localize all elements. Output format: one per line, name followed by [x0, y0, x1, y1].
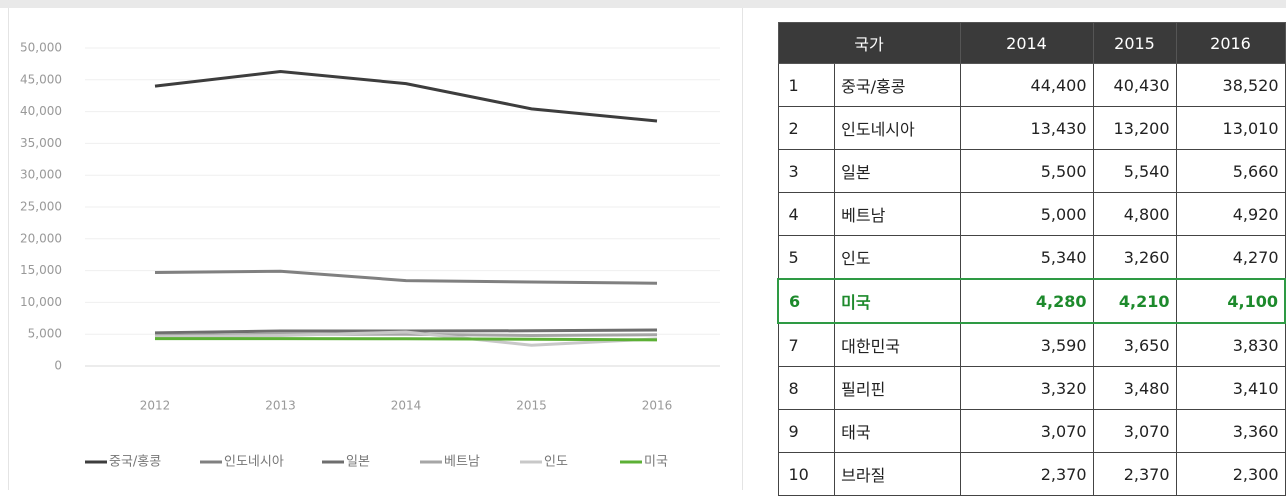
country-cell: 태국: [834, 409, 961, 453]
legend-label: 일본: [346, 455, 370, 470]
value-cell: 2,370: [1092, 452, 1177, 496]
table-row: 8 필리핀 3,320 3,480 3,410: [777, 366, 1286, 410]
rank-cell: 1: [777, 63, 836, 107]
y-tick-label: 50,000: [20, 41, 62, 55]
chart: 0 5,000 10,000 15,000 20,000 25,000 30,000 35,0…: [20, 41, 720, 470]
header-cell: 2016: [1175, 22, 1286, 64]
legend-label: 인도: [544, 455, 568, 470]
line-series: [155, 337, 658, 342]
value-cell: 5,500: [959, 149, 1094, 193]
header-cell: 2015: [1092, 22, 1177, 64]
value-cell: 13,200: [1092, 106, 1177, 150]
y-tick-label: 40,000: [20, 104, 62, 118]
rank-cell: 4: [777, 192, 836, 236]
country-cell: 미국: [834, 278, 961, 324]
y-tick-label: 5,000: [28, 327, 62, 341]
value-cell: 5,660: [1175, 149, 1286, 193]
value-cell: 5,000: [959, 192, 1094, 236]
table-row: 3 일본 5,500 5,540 5,660: [777, 149, 1286, 193]
y-tick-label: 30,000: [20, 168, 62, 182]
value-cell: 5,540: [1092, 149, 1177, 193]
x-tick-label: 2012: [140, 399, 171, 413]
y-tick-label: 45,000: [20, 72, 62, 86]
value-cell: 4,800: [1092, 192, 1177, 236]
value-cell: 3,590: [959, 322, 1094, 367]
rank-cell: 2: [777, 106, 836, 150]
value-cell: 5,340: [959, 235, 1094, 280]
table-row: 1 중국/홍콩 44,400 40,430 38,520: [777, 63, 1286, 107]
country-cell: 필리핀: [834, 366, 961, 410]
header-cell: 국가: [777, 22, 961, 64]
value-cell: 13,430: [959, 106, 1094, 150]
value-cell: 4,100: [1175, 278, 1286, 324]
header-row: 국가 2014 2015 2016: [777, 22, 1286, 64]
value-cell: 3,070: [1092, 409, 1177, 453]
table-row: 4 베트남 5,000 4,800 4,920: [777, 192, 1286, 236]
value-cell: 3,360: [1175, 409, 1286, 453]
value-cell: 3,070: [959, 409, 1094, 453]
country-cell: 베트남: [834, 192, 961, 236]
value-cell: 4,280: [959, 278, 1094, 324]
header-cell: 2014: [959, 22, 1094, 64]
y-tick-label: 15,000: [20, 263, 62, 277]
x-tick-label: 2015: [516, 399, 547, 413]
y-tick-label: 25,000: [20, 200, 62, 214]
rank-cell: 7: [777, 322, 836, 367]
table-row: 9 태국 3,070 3,070 3,360: [777, 409, 1286, 453]
ranking-table: 국가 2014 2015 2016 1 중국/홍콩 44,400 40,430 38,520 2 인…: [777, 22, 1286, 496]
value-cell: 4,920: [1175, 192, 1286, 236]
value-cell: 13,010: [1175, 106, 1286, 150]
value-cell: 2,370: [959, 452, 1094, 496]
value-cell: 3,320: [959, 366, 1094, 410]
chart-panel: [8, 8, 743, 490]
value-cell: 2,300: [1175, 452, 1286, 496]
legend-label: 인도네시아: [224, 455, 284, 470]
legend-label: 미국: [644, 455, 668, 470]
x-tick-label: 2016: [642, 399, 673, 413]
rank-cell: 8: [777, 366, 836, 410]
line-series: [154, 70, 658, 123]
x-tick-label: 2014: [391, 399, 422, 413]
rank-cell: 3: [777, 149, 836, 193]
country-cell: 대한민국: [834, 322, 961, 367]
table-row: 6 미국 4,280 4,210 4,100: [777, 278, 1286, 324]
value-cell: 44,400: [959, 63, 1094, 107]
value-cell: 38,520: [1175, 63, 1286, 107]
value-cell: 3,410: [1175, 366, 1286, 410]
value-cell: 4,270: [1175, 235, 1286, 280]
y-tick-label: 20,000: [20, 231, 62, 245]
value-cell: 3,650: [1092, 322, 1177, 367]
country-cell: 인도: [834, 235, 961, 280]
rank-cell: 6: [777, 278, 836, 324]
top-bar: [0, 0, 1286, 8]
y-tick-label: 10,000: [20, 295, 62, 309]
country-cell: 인도네시아: [834, 106, 961, 150]
table-row: 10 브라질 2,370 2,370 2,300: [777, 452, 1286, 496]
rank-cell: 9: [777, 409, 836, 453]
value-cell: 3,480: [1092, 366, 1177, 410]
rank-cell: 10: [777, 452, 836, 496]
value-cell: 3,830: [1175, 322, 1286, 367]
table-row: 7 대한민국 3,590 3,650 3,830: [777, 322, 1286, 367]
value-cell: 40,430: [1092, 63, 1177, 107]
value-cell: 4,210: [1092, 278, 1177, 324]
legend-label: 중국/홍콩: [109, 455, 161, 470]
legend-label: 베트남: [444, 455, 480, 470]
y-tick-label: 0: [54, 359, 62, 373]
rank-cell: 5: [777, 235, 836, 280]
y-tick-label: 35,000: [20, 136, 62, 150]
x-tick-label: 2013: [265, 399, 296, 413]
country-cell: 중국/홍콩: [834, 63, 961, 107]
line-series: [154, 330, 658, 347]
table-row: 5 인도 5,340 3,260 4,270: [777, 235, 1286, 280]
table-row: 2 인도네시아 13,430 13,200 13,010: [777, 106, 1286, 150]
line-series: [154, 269, 658, 285]
value-cell: 3,260: [1092, 235, 1177, 280]
country-cell: 일본: [834, 149, 961, 193]
country-cell: 브라질: [834, 452, 961, 496]
